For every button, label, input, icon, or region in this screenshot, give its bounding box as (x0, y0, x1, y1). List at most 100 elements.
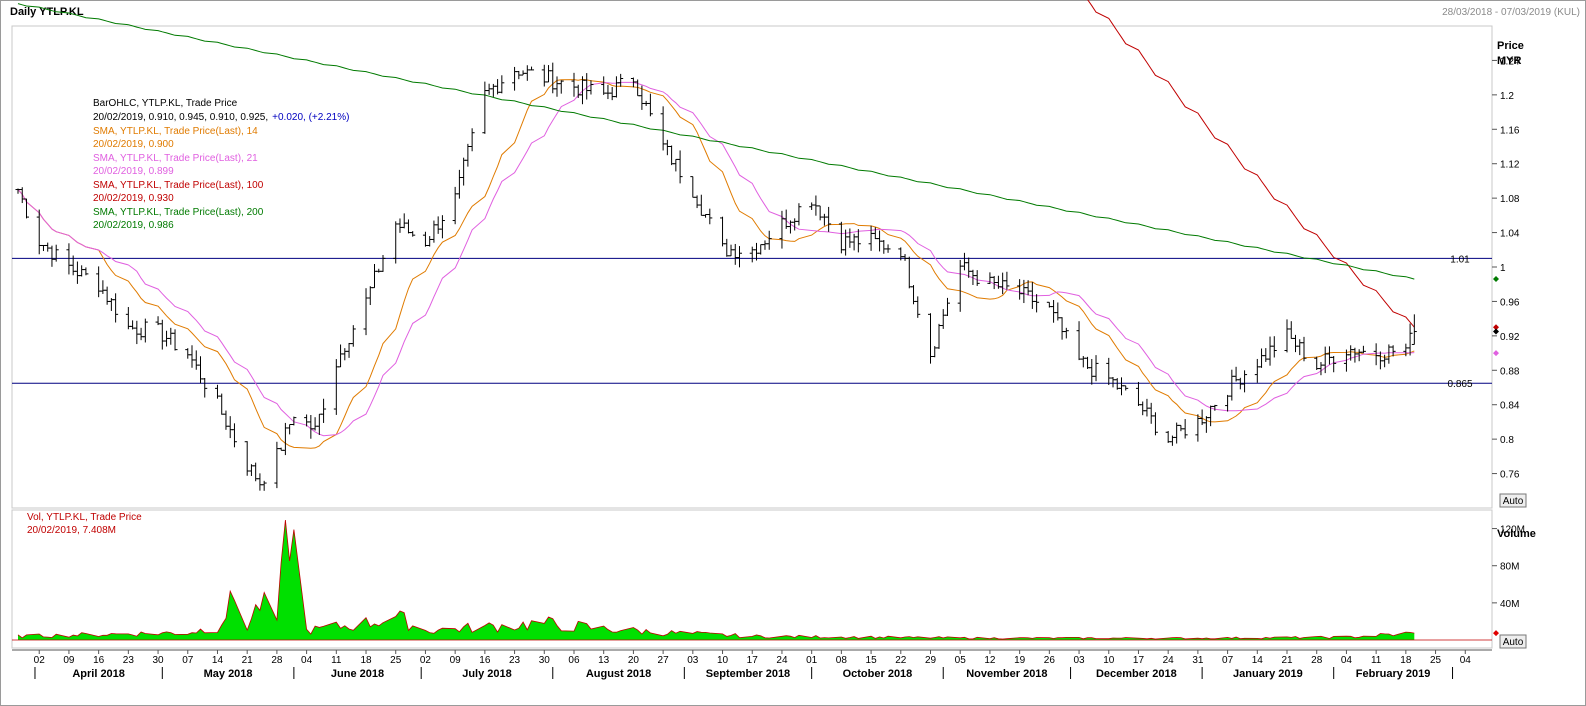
price-tick-label: 0.92 (1500, 332, 1520, 343)
volume-legend: Vol, YTLP.KL, Trade Price 20/02/2019, 7.… (27, 512, 142, 536)
legend-sma200-value: 20/02/2019, 0.986 (93, 220, 174, 231)
ohlc-bar (707, 208, 713, 225)
legend-sma21-label: SMA, YTLP.KL, Trade Price(Last), 21 (93, 153, 258, 164)
volume-axis-ticks: 120M 80M 40M (1492, 525, 1525, 610)
ohlc-bar (142, 318, 148, 343)
x-tick-label: 20 (628, 655, 640, 666)
ohlc-bar (1034, 294, 1040, 313)
price-tick-label: 1 (1500, 263, 1506, 274)
price-auto-button[interactable] (1499, 493, 1527, 508)
x-tick-label: 16 (93, 655, 105, 666)
x-tick-label: 25 (390, 655, 402, 666)
x-tick-label: 09 (450, 655, 462, 666)
ohlc-bar (1063, 327, 1069, 339)
month-label: August 2018 (586, 668, 651, 680)
ohlc-bar (499, 75, 505, 94)
x-tick-label: 03 (1073, 655, 1085, 666)
ohlc-bar (202, 378, 208, 398)
price-axis-title: Price (1497, 40, 1524, 52)
sma21-line (17, 81, 1415, 437)
legend-sma14-value: 20/02/2019, 0.900 (93, 139, 174, 150)
ohlc-bar (23, 198, 29, 219)
x-tick-label: 30 (539, 655, 551, 666)
price-tick-label: 0.96 (1500, 297, 1520, 308)
ohlc-bar (1407, 323, 1413, 356)
chart-title: Daily YTLP.KL (10, 6, 84, 18)
x-tick-label: 12 (984, 655, 996, 666)
volume-legend-title: Vol, YTLP.KL, Trade Price (27, 512, 142, 523)
volume-auto-button[interactable] (1499, 634, 1527, 649)
month-label: October 2018 (843, 668, 913, 680)
legend-sma21-value: 20/02/2019, 0.899 (93, 166, 174, 177)
price-tick-label: 1.12 (1500, 160, 1520, 171)
ohlc-bar (172, 329, 178, 351)
x-tick-label: 31 (1192, 655, 1204, 666)
x-tick-label: 30 (152, 655, 164, 666)
hline-label: 1.01 (1450, 254, 1470, 265)
ohlc-bar (1182, 419, 1188, 439)
ohlc-bar (53, 244, 59, 262)
month-label: July 2018 (462, 668, 512, 680)
x-tick-label: 24 (1163, 655, 1175, 666)
x-tick-label: 02 (34, 655, 46, 666)
price-panel[interactable] (11, 25, 1493, 509)
price-tick-label: 0.8 (1500, 435, 1514, 446)
ohlc-bar (826, 206, 832, 232)
x-tick-label: 15 (866, 655, 878, 666)
month-label: June 2018 (331, 668, 384, 680)
legend-bar-values: 20/02/2019, 0.910, 0.945, 0.910, 0.925, +… (93, 112, 349, 123)
x-tick-label: 07 (182, 655, 194, 666)
volume-line (17, 520, 1415, 640)
price-tick-label: 0.84 (1500, 401, 1520, 412)
ohlc-bar (1360, 345, 1366, 354)
sma14-line (17, 78, 1415, 449)
x-tick-label: 23 (509, 655, 521, 666)
ohlc-bar (588, 80, 594, 95)
ohlc-bar (1331, 355, 1337, 373)
sma-lines (17, 0, 1415, 449)
x-tick-label: 05 (955, 655, 967, 666)
x-tick-label: 06 (568, 655, 580, 666)
ohlc-bar (1152, 412, 1158, 436)
month-label: January 2019 (1233, 668, 1303, 680)
ohlc-bar (974, 270, 980, 286)
ohlc-bar (113, 293, 119, 323)
x-tick-label: 07 (1222, 655, 1234, 666)
x-tick-label: 17 (1133, 655, 1145, 666)
x-tick-label: 13 (598, 655, 610, 666)
month-label: September 2018 (706, 668, 790, 680)
month-label: May 2018 (204, 668, 253, 680)
x-tick-label: 22 (895, 655, 907, 666)
sma200-marker (1493, 276, 1499, 283)
x-tick-label: 01 (806, 655, 818, 666)
ohlc-bar (737, 246, 743, 268)
x-tick-label: 25 (1430, 655, 1442, 666)
ohlc-bar (1301, 336, 1307, 362)
volume-marker (1493, 630, 1499, 637)
x-tick-label: 23 (123, 655, 135, 666)
ohlc-bar (350, 325, 356, 347)
month-label: November 2018 (966, 668, 1047, 680)
sma100-marker (1493, 324, 1499, 331)
ohlc-bar (1212, 404, 1218, 411)
ohlc-bar (915, 296, 921, 318)
ohlc-bar (885, 244, 891, 253)
price-tick-label: 0.88 (1500, 366, 1520, 377)
ohlc-bar (1004, 271, 1010, 290)
close-marker (1493, 328, 1499, 335)
ohlc-bar (380, 255, 386, 272)
x-tick-label: 18 (1400, 655, 1412, 666)
legend-sma200-label: SMA, YTLP.KL, Trade Price(Last), 200 (93, 207, 264, 218)
legend-sma100-value: 20/02/2019, 0.930 (93, 193, 174, 204)
x-tick-label: 17 (747, 655, 759, 666)
ohlc-bar (944, 297, 950, 317)
x-tick-label: 08 (836, 655, 848, 666)
hline-label: 0.865 (1447, 379, 1472, 390)
x-tick-label: 21 (1281, 655, 1293, 666)
x-tick-label: 21 (242, 655, 254, 666)
price-legend: BarOHLC, YTLP.KL, Trade Price 20/02/2019… (93, 98, 349, 231)
price-axis-ticks: 1.24 1.2 1.16 1.12 1.08 1.04 1 0.96 0.92 0.88 0.84… (1492, 56, 1520, 481)
volume-area (12, 520, 1499, 641)
ohlc-bar (796, 203, 802, 226)
